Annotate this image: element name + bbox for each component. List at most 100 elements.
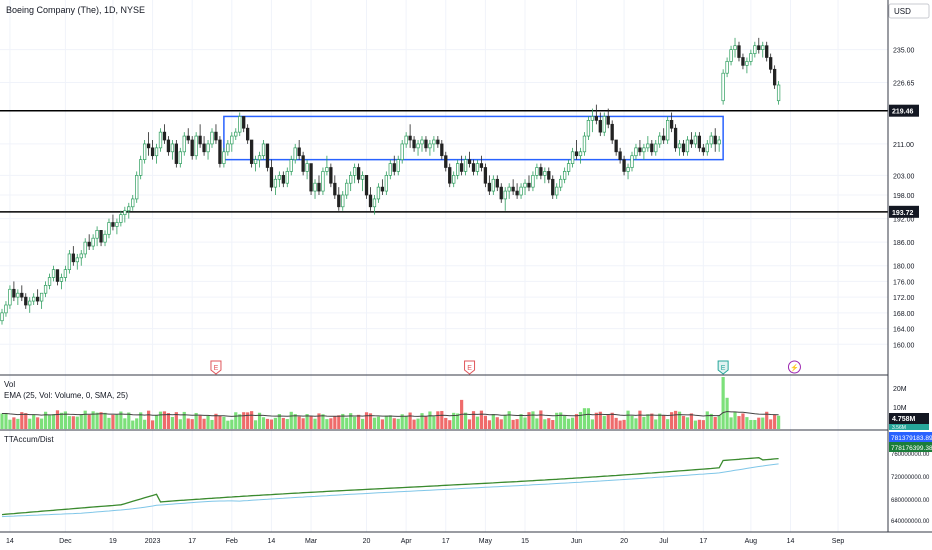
volume-bar	[412, 419, 416, 429]
volume-bar	[325, 419, 329, 429]
volume-bar	[709, 413, 713, 429]
candle	[412, 136, 416, 152]
candle-body	[729, 49, 733, 62]
volume-bar	[222, 416, 226, 429]
candle	[432, 136, 436, 152]
candle	[269, 159, 274, 192]
price-tick-label: 168.00	[893, 311, 915, 318]
candle-body	[305, 163, 309, 172]
candle	[75, 253, 79, 270]
volume-bar	[721, 377, 725, 429]
candle	[471, 159, 476, 176]
candle-body	[511, 186, 515, 192]
price-tick-label: 198.00	[893, 193, 915, 200]
currency-box[interactable]: USD	[888, 3, 930, 19]
candle	[495, 175, 499, 192]
volume-bar	[491, 414, 495, 429]
candle	[142, 140, 147, 164]
volume-bar	[250, 411, 254, 429]
candle	[79, 250, 83, 266]
candle-body	[610, 123, 614, 141]
candle	[610, 120, 614, 144]
candle-body	[83, 241, 87, 255]
candle	[333, 175, 337, 199]
candle	[150, 140, 155, 160]
volume-bar	[753, 419, 757, 429]
candle-body	[467, 159, 472, 164]
candle	[721, 69, 725, 105]
earnings-icon	[464, 360, 476, 375]
candle	[313, 179, 317, 199]
candle	[642, 143, 646, 160]
candle	[574, 140, 579, 160]
volume-bar	[16, 418, 20, 429]
volume-tick-label: 20M	[893, 386, 907, 393]
candle	[693, 132, 698, 148]
volume-bar	[261, 417, 266, 429]
candle	[349, 171, 353, 192]
candle-body	[681, 143, 686, 153]
candle	[317, 175, 321, 195]
event-label: E	[721, 365, 726, 372]
candle-body	[321, 171, 325, 192]
volume-bar	[246, 412, 250, 429]
candle-body	[428, 143, 432, 149]
candle-body	[28, 300, 32, 306]
volume-bar	[543, 419, 547, 429]
candle	[174, 140, 178, 168]
time-axis[interactable]: 14 Dec 19 2023 17 Feb 14 Mar 20 Apr 17 May 15 Jun 20 Ju…	[6, 538, 844, 545]
event-label: ⚡	[790, 363, 799, 372]
volume-bar	[463, 412, 468, 429]
volume-bar	[337, 415, 341, 429]
candle-body	[273, 178, 278, 188]
candle-body	[396, 159, 400, 172]
candle	[356, 163, 361, 184]
candle-body	[333, 182, 337, 196]
candle-body	[733, 45, 737, 50]
candle-body	[376, 186, 381, 200]
volume-bar	[376, 416, 381, 429]
candle	[257, 151, 262, 168]
volume-axis[interactable]: 20M 10M 4.758M 3.56M	[889, 386, 929, 431]
candle	[697, 132, 702, 152]
candle	[459, 155, 464, 176]
candle-body	[622, 159, 626, 172]
candle	[47, 273, 52, 290]
candle	[614, 139, 618, 156]
candle	[749, 49, 753, 66]
accum-legend: TTAccum/Dist	[4, 435, 54, 444]
candle	[162, 124, 167, 144]
candle-body	[242, 116, 246, 129]
volume-bar	[24, 413, 28, 429]
price-level-label: 219.46	[892, 109, 914, 116]
volume-bar	[83, 410, 87, 429]
candle	[182, 132, 186, 156]
candle-body	[598, 120, 602, 133]
candle	[582, 132, 587, 156]
candle-body	[654, 143, 658, 153]
volume-bar	[511, 419, 515, 429]
candle	[273, 175, 278, 195]
volume-bar	[610, 412, 614, 429]
candle-body	[559, 178, 563, 188]
earnings-marker: E	[464, 360, 476, 375]
volume-bar	[551, 420, 555, 429]
candle	[646, 136, 650, 152]
accum-sma-tag	[889, 442, 932, 452]
volume-bar	[349, 413, 353, 429]
candle	[527, 175, 531, 192]
candle	[570, 147, 575, 168]
candle	[230, 132, 234, 152]
candle	[420, 136, 424, 152]
price-axis[interactable]: 235.00 226.65 211.00 203.00 198.00 192.00 186.…	[889, 48, 919, 350]
volume-bar	[452, 412, 456, 429]
candle	[55, 269, 60, 286]
volume-bar	[689, 413, 694, 429]
candle-body	[499, 186, 503, 200]
volume-bar	[681, 415, 686, 429]
candle	[32, 293, 36, 305]
volume-bar	[147, 410, 151, 429]
accum-axis[interactable]: 760000000.00 720000000.00 680000000.00 6400…	[889, 432, 932, 525]
volume-bar	[475, 416, 480, 429]
